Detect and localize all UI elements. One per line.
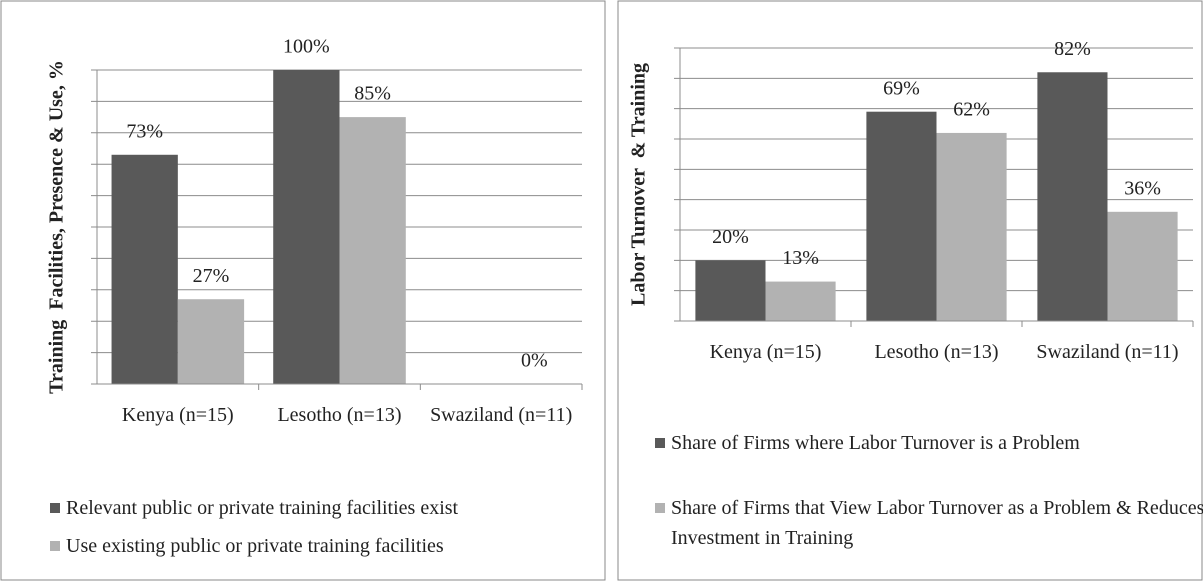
bar (1037, 72, 1108, 322)
legend-label: Relevant public or private training faci… (66, 497, 459, 519)
x-tick-label: Kenya (n=15) (121, 404, 234, 426)
data-label: 100% (283, 36, 330, 58)
legend-label: Share of Firms where Labor Turnover is a… (671, 432, 1080, 454)
bar (866, 111, 937, 321)
legend-item: Relevant public or private training faci… (50, 493, 626, 523)
data-label: 69% (883, 77, 920, 99)
data-label: 62% (953, 99, 990, 121)
bar (273, 70, 340, 384)
x-tick-label: Lesotho (n=13) (874, 341, 999, 363)
x-tick-label: Swaziland (n=11) (1036, 341, 1179, 363)
legend-swatch (655, 503, 665, 513)
y-axis-label: Training Facilities, Presence & Use, % (46, 60, 68, 394)
data-label: 85% (354, 83, 391, 105)
legend-item: Share of Firms where Labor Turnover is a… (655, 428, 1203, 458)
x-tick-label: Lesotho (n=13) (277, 404, 402, 426)
legend-label: Use existing public or private training … (66, 535, 444, 557)
legend-item: Share of Firms that View Labor Turnover … (655, 493, 1203, 553)
data-label: 0% (521, 350, 548, 372)
panel-border (0, 0, 606, 581)
data-label: 82% (1054, 38, 1091, 60)
legend-swatch (50, 541, 60, 551)
data-label: 20% (712, 226, 749, 248)
data-label: 27% (193, 265, 230, 287)
x-tick-label: Kenya (n=15) (709, 341, 822, 363)
data-label: 73% (126, 120, 163, 142)
bar (177, 299, 245, 384)
legend-swatch (50, 503, 60, 513)
data-label: 36% (1124, 177, 1161, 199)
data-label: 13% (782, 247, 819, 269)
x-tick-label: Swaziland (n=11) (430, 404, 573, 426)
bar (339, 117, 406, 384)
panel-border (617, 0, 1203, 581)
bar (1107, 211, 1178, 321)
legend-label: Share of Firms that View Labor Turnover … (671, 497, 1203, 549)
bar (111, 154, 178, 384)
bar (695, 260, 766, 321)
legend-item: Use existing public or private training … (50, 531, 626, 561)
y-axis-label: Labor Turnover & Training (628, 63, 650, 306)
legend-swatch (655, 438, 665, 448)
bar (936, 132, 1007, 321)
bar (765, 281, 836, 321)
